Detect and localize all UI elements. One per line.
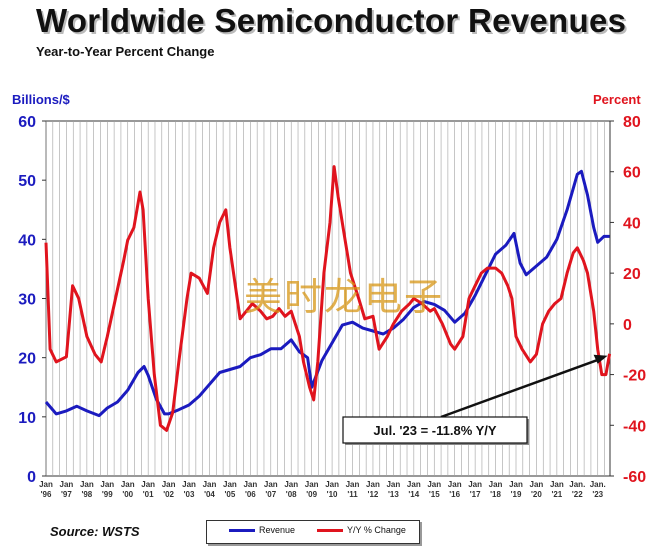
x-tick-label: Jan. <box>590 480 606 489</box>
legend-label-revenue: Revenue <box>259 525 296 535</box>
revenue-line <box>44 169 610 418</box>
source-note: Source: WSTS <box>50 524 140 539</box>
x-tick-label-year: '17 <box>470 490 481 499</box>
x-tick-label-year: '19 <box>511 490 522 499</box>
left-tick-label: 0 <box>27 469 36 486</box>
x-tick-label: Jan. <box>569 480 585 489</box>
x-tick-label: Jan <box>223 480 237 489</box>
x-tick-label-year: '98 <box>81 490 92 499</box>
x-tick-label-year: '23 <box>592 490 603 499</box>
x-tick-label-year: '13 <box>388 490 399 499</box>
x-tick-label-year: '12 <box>368 490 379 499</box>
x-tick-label-year: '20 <box>531 490 542 499</box>
left-axis-unit: Billions/$ <box>12 92 70 107</box>
x-tick-label-year: '97 <box>61 490 72 499</box>
x-tick-label-year: '03 <box>184 490 195 499</box>
legend-swatch-yy <box>317 529 343 533</box>
legend-item-yy: Y/Y % Change <box>317 525 406 535</box>
x-tick-label-year: '21 <box>551 490 562 499</box>
left-tick-label: 20 <box>18 351 36 368</box>
x-tick-label: Jan <box>121 480 135 489</box>
right-tick-label: 80 <box>623 114 641 131</box>
x-tick-label: Jan <box>407 480 421 489</box>
x-tick-label-year: '04 <box>204 490 215 499</box>
x-tick-label: Jan <box>346 480 360 489</box>
annotation-arrow-head <box>593 354 608 364</box>
x-tick-label: Jan <box>80 480 94 489</box>
x-tick-label: Jan <box>39 480 53 489</box>
x-tick-label: Jan <box>284 480 298 489</box>
x-tick-label: Jan <box>325 480 339 489</box>
x-tick-label: Jan <box>448 480 462 489</box>
x-tick-label: Jan <box>60 480 74 489</box>
x-tick-label: Jan <box>162 480 176 489</box>
chart-subtitle: Year-to-Year Percent Change <box>36 44 215 59</box>
x-tick-label: Jan <box>182 480 196 489</box>
x-tick-label: Jan <box>530 480 544 489</box>
x-tick-label-year: '15 <box>429 490 440 499</box>
chart-legend: Revenue Y/Y % Change <box>206 520 420 544</box>
right-tick-label: 60 <box>623 165 641 182</box>
right-tick-label: -60 <box>623 469 646 486</box>
x-tick-label-year: '18 <box>490 490 501 499</box>
x-tick-label-year: '05 <box>225 490 236 499</box>
right-tick-label: -40 <box>623 418 646 435</box>
x-tick-label: Jan <box>243 480 257 489</box>
x-tick-label-year: '99 <box>102 490 113 499</box>
x-tick-label: Jan <box>203 480 217 489</box>
legend-item-revenue: Revenue <box>229 525 295 535</box>
left-tick-label: 60 <box>18 114 36 131</box>
annotation-arrow-line <box>440 356 605 419</box>
legend-swatch-revenue <box>229 529 255 533</box>
x-tick-label-year: '10 <box>327 490 338 499</box>
x-tick-label-year: '07 <box>265 490 276 499</box>
x-tick-label-year: '09 <box>306 490 317 499</box>
x-tick-label: Jan <box>366 480 380 489</box>
x-tick-label-year: '11 <box>347 490 358 499</box>
right-axis-unit: Percent <box>593 92 641 107</box>
x-tick-label: Jan <box>264 480 278 489</box>
chart-title: Worldwide Semiconductor Revenues <box>36 2 627 39</box>
left-tick-label: 50 <box>18 173 36 190</box>
x-tick-label: Jan <box>100 480 114 489</box>
left-tick-label: 40 <box>18 232 36 249</box>
x-tick-label: Jan <box>141 480 155 489</box>
right-tick-label: 40 <box>623 215 641 232</box>
x-tick-label-year: '08 <box>286 490 297 499</box>
left-tick-label: 10 <box>18 410 36 427</box>
x-tick-label-year: '02 <box>163 490 174 499</box>
right-tick-label: -20 <box>623 368 646 385</box>
x-tick-label: Jan <box>386 480 400 489</box>
x-tick-label: Jan <box>427 480 441 489</box>
x-tick-label-year: '01 <box>143 490 154 499</box>
x-tick-label-year: '16 <box>449 490 460 499</box>
legend-label-yy: Y/Y % Change <box>347 525 406 535</box>
x-tick-label-year: '00 <box>122 490 133 499</box>
yy-change-line <box>44 165 612 432</box>
x-tick-label: Jan <box>468 480 482 489</box>
right-tick-label: 0 <box>623 317 632 334</box>
right-tick-label: 20 <box>623 266 641 283</box>
x-tick-label: Jan <box>550 480 564 489</box>
annotation-box <box>342 416 528 444</box>
x-tick-label: Jan <box>509 480 523 489</box>
x-tick-label-year: '96 <box>41 490 52 499</box>
x-tick-label: Jan <box>489 480 503 489</box>
watermark-text: 美时龙电子 <box>244 275 445 319</box>
x-tick-label-year: '22 <box>572 490 583 499</box>
annotation-text: Jul. '23 = -11.8% Y/Y <box>373 423 497 438</box>
x-tick-label-year: '06 <box>245 490 256 499</box>
x-tick-label-year: '14 <box>408 490 419 499</box>
left-tick-label: 30 <box>18 292 36 309</box>
x-tick-label: Jan <box>305 480 319 489</box>
